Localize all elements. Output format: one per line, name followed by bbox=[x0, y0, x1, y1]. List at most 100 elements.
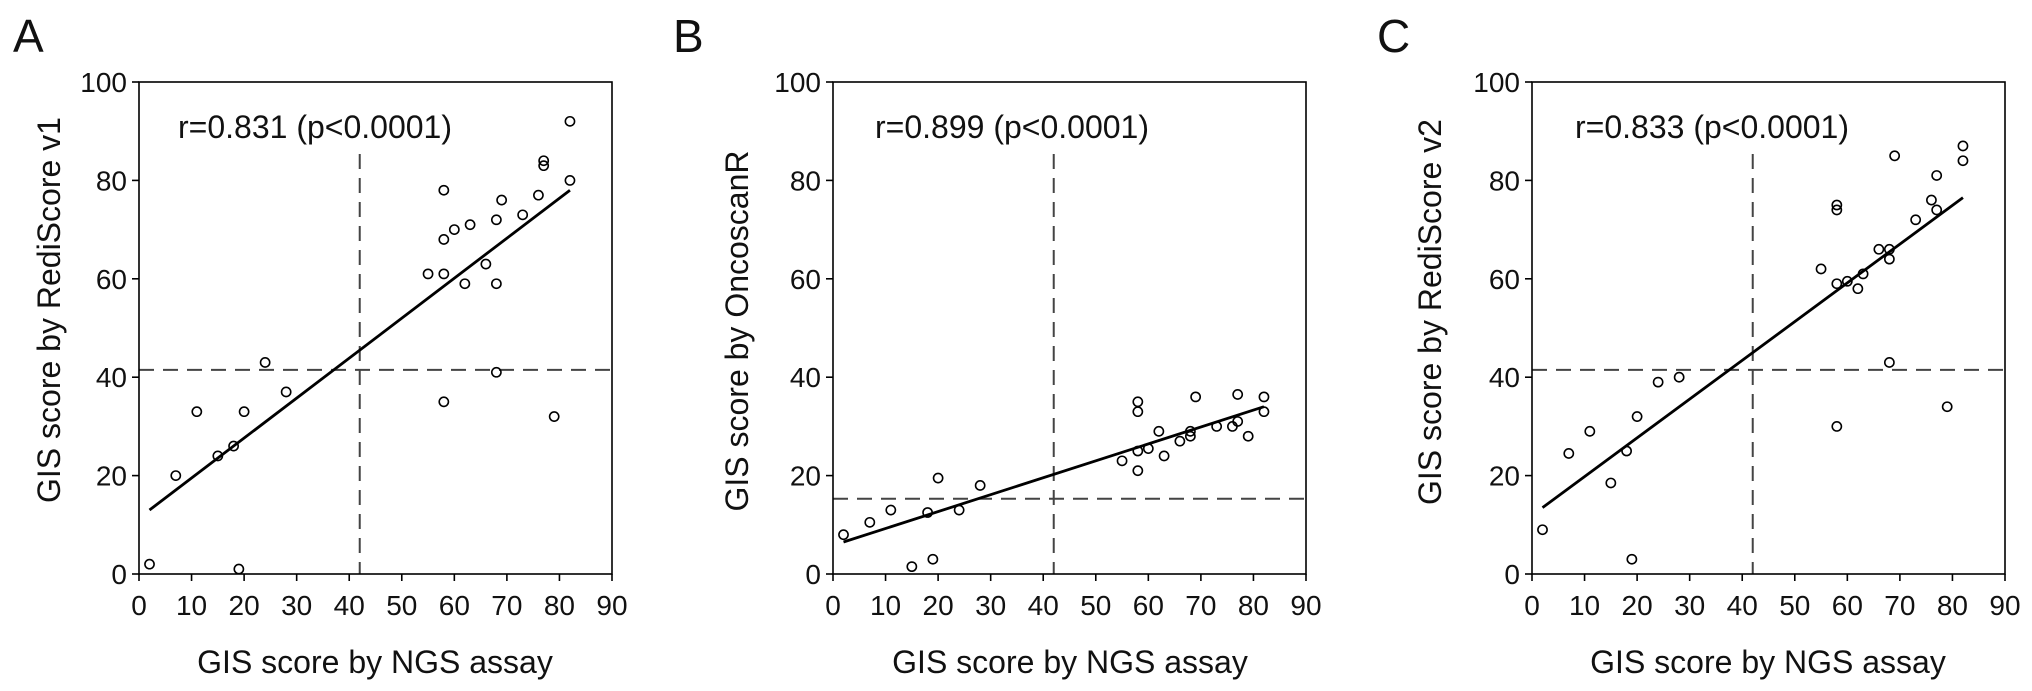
panel-label: C bbox=[1377, 10, 1410, 62]
data-point bbox=[191, 406, 203, 418]
data-point bbox=[1584, 425, 1596, 437]
x-tick-label: 50 bbox=[386, 590, 417, 621]
data-point bbox=[212, 450, 224, 462]
data-point bbox=[1132, 396, 1144, 408]
x-axis-title: GIS score by NGS assay bbox=[1590, 644, 1946, 680]
data-point bbox=[170, 470, 182, 481]
data-point bbox=[1652, 376, 1664, 388]
data-point bbox=[438, 184, 450, 196]
x-tick-label: 50 bbox=[1080, 590, 1111, 621]
x-tick-label: 70 bbox=[1884, 590, 1915, 621]
data-point bbox=[490, 214, 502, 226]
data-point bbox=[448, 224, 460, 235]
data-point bbox=[422, 268, 434, 280]
data-point bbox=[1941, 401, 1953, 413]
data-point bbox=[280, 386, 292, 398]
data-point bbox=[480, 258, 492, 270]
data-point bbox=[1184, 425, 1196, 437]
data-point bbox=[1242, 430, 1254, 442]
panel-c: C 0 10 20 30 40 50 60 70 80 90 0 20 40 60 80 100 r=0.83… bbox=[1377, 10, 2021, 680]
x-tick-label: 40 bbox=[1727, 590, 1758, 621]
data-point bbox=[233, 563, 245, 575]
data-point bbox=[564, 115, 576, 127]
data-point bbox=[490, 278, 502, 290]
data-point bbox=[1626, 553, 1638, 565]
plot-frame bbox=[832, 81, 1307, 575]
correlation-annotation: r=0.899 (p<0.0001) bbox=[875, 109, 1149, 145]
data-point bbox=[1931, 204, 1943, 216]
data-point bbox=[1857, 268, 1869, 280]
y-tick-label: 60 bbox=[1489, 264, 1520, 295]
plot-area: 0 10 20 30 40 50 60 70 80 90 0 20 40 60 80 100 bbox=[1473, 67, 2020, 621]
y-tick-label: 100 bbox=[1473, 67, 1520, 98]
data-point bbox=[1831, 420, 1843, 432]
y-tick-label: 20 bbox=[790, 461, 821, 492]
data-point bbox=[1258, 406, 1270, 418]
data-point bbox=[144, 558, 155, 570]
y-tick-label: 40 bbox=[1489, 362, 1520, 393]
data-point bbox=[238, 406, 250, 418]
x-tick-label: 70 bbox=[491, 590, 522, 621]
y-tick-label: 100 bbox=[80, 67, 127, 98]
data-point bbox=[864, 516, 876, 528]
x-tick-label: 60 bbox=[439, 590, 470, 621]
regression-line bbox=[148, 189, 571, 512]
data-point bbox=[490, 366, 502, 378]
data-point bbox=[1190, 391, 1202, 403]
data-point bbox=[927, 553, 939, 565]
data-point bbox=[1232, 416, 1244, 427]
y-axis-title: GIS score by RediScore v1 bbox=[31, 117, 67, 503]
data-point bbox=[228, 440, 239, 452]
data-point bbox=[1563, 448, 1575, 459]
data-point bbox=[1537, 524, 1548, 536]
x-tick-label: 10 bbox=[1569, 590, 1600, 621]
data-point bbox=[932, 472, 944, 484]
data-point bbox=[1831, 199, 1843, 211]
data-point bbox=[1852, 283, 1864, 295]
x-tick-label: 0 bbox=[131, 590, 147, 621]
x-tick-label: 80 bbox=[1937, 590, 1968, 621]
data-point bbox=[838, 529, 849, 541]
data-point bbox=[1883, 357, 1895, 368]
y-tick-label: 0 bbox=[111, 559, 127, 590]
plot-area: 0 10 20 30 40 50 60 70 80 90 0 20 40 60 80 100 bbox=[80, 67, 627, 621]
data-point bbox=[533, 189, 544, 201]
x-tick-label: 80 bbox=[544, 590, 575, 621]
data-point bbox=[1673, 371, 1685, 383]
data-point bbox=[1631, 411, 1643, 422]
data-point bbox=[459, 278, 471, 290]
data-point bbox=[438, 268, 450, 280]
data-point bbox=[1142, 443, 1154, 454]
x-tick-label: 80 bbox=[1238, 590, 1269, 621]
data-point bbox=[1815, 263, 1827, 275]
y-tick-label: 80 bbox=[1489, 165, 1520, 196]
y-tick-label: 80 bbox=[96, 165, 127, 196]
data-point bbox=[1621, 445, 1632, 457]
data-point bbox=[974, 480, 986, 491]
data-point bbox=[885, 504, 897, 516]
data-point bbox=[1931, 170, 1943, 181]
x-tick-label: 0 bbox=[825, 590, 841, 621]
data-point bbox=[906, 561, 918, 573]
data-point bbox=[922, 507, 933, 518]
data-point bbox=[1211, 420, 1223, 432]
x-tick-label: 90 bbox=[1290, 590, 1321, 621]
data-point bbox=[1158, 450, 1170, 462]
y-tick-label: 0 bbox=[1504, 559, 1520, 590]
y-axis-title: GIS score by OncoscanR bbox=[719, 150, 755, 511]
x-tick-label: 60 bbox=[1133, 590, 1164, 621]
data-point bbox=[1873, 243, 1885, 255]
data-point bbox=[548, 411, 560, 422]
data-point bbox=[1831, 204, 1843, 216]
data-point bbox=[1883, 253, 1895, 265]
data-point bbox=[259, 357, 271, 368]
x-tick-label: 20 bbox=[923, 590, 954, 621]
y-tick-label: 40 bbox=[96, 362, 127, 393]
x-tick-label: 20 bbox=[1622, 590, 1653, 621]
correlation-annotation: r=0.833 (p<0.0001) bbox=[1575, 109, 1849, 145]
data-point bbox=[564, 174, 576, 186]
data-point bbox=[1889, 150, 1901, 162]
y-axis-title: GIS score by RediScore v2 bbox=[1412, 119, 1448, 505]
correlation-annotation: r=0.831 (p<0.0001) bbox=[178, 109, 452, 145]
